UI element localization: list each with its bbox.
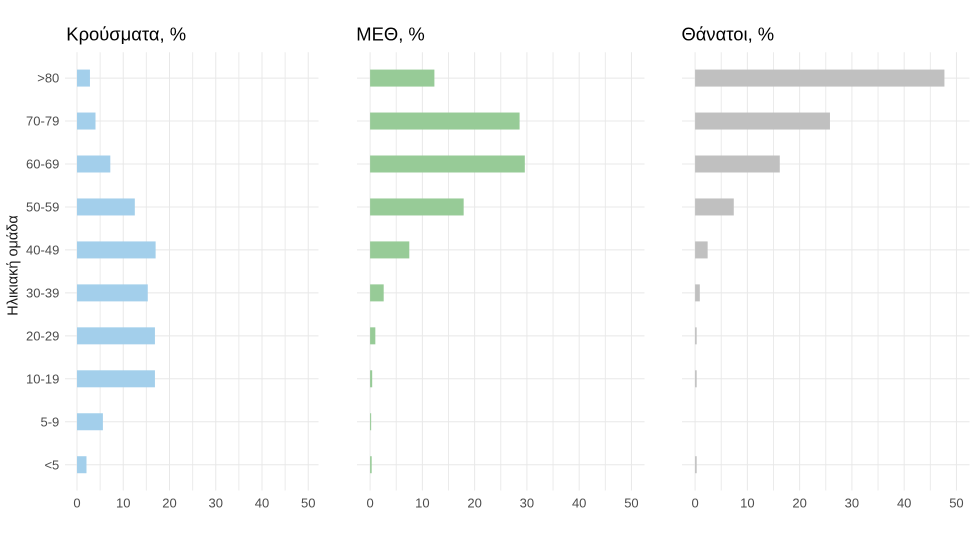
svg-text:0: 0 <box>366 496 373 511</box>
svg-text:20: 20 <box>162 496 176 511</box>
svg-text:20: 20 <box>792 496 806 511</box>
svg-text:30-39: 30-39 <box>26 285 59 300</box>
svg-text:50: 50 <box>301 496 315 511</box>
svg-text:30: 30 <box>209 496 223 511</box>
svg-text:40: 40 <box>255 496 269 511</box>
svg-text:<5: <5 <box>44 457 59 472</box>
svg-text:10: 10 <box>415 496 429 511</box>
svg-text:70-79: 70-79 <box>26 114 59 129</box>
svg-text:30: 30 <box>520 496 534 511</box>
svg-text:50-59: 50-59 <box>26 200 59 215</box>
svg-text:5-9: 5-9 <box>41 414 60 429</box>
svg-text:Κρούσματα, %: Κρούσματα, % <box>66 23 186 44</box>
svg-text:30: 30 <box>845 496 859 511</box>
svg-text:10: 10 <box>116 496 130 511</box>
svg-text:0: 0 <box>73 496 80 511</box>
svg-text:ΜΕΘ, %: ΜΕΘ, % <box>356 23 424 44</box>
svg-text:20: 20 <box>467 496 481 511</box>
svg-text:50: 50 <box>949 496 963 511</box>
svg-text:40: 40 <box>572 496 586 511</box>
svg-text:40: 40 <box>897 496 911 511</box>
svg-text:50: 50 <box>624 496 638 511</box>
svg-text:Ηλικιακή ομάδα: Ηλικιακή ομάδα <box>5 215 21 315</box>
svg-text:40-49: 40-49 <box>26 243 59 258</box>
svg-text:10: 10 <box>740 496 754 511</box>
svg-text:60-69: 60-69 <box>26 157 59 172</box>
svg-text:>80: >80 <box>37 71 59 86</box>
svg-text:10-19: 10-19 <box>26 371 59 386</box>
svg-text:0: 0 <box>691 496 698 511</box>
svg-text:20-29: 20-29 <box>26 328 59 343</box>
svg-text:Θάνατοι, %: Θάνατοι, % <box>682 23 775 44</box>
